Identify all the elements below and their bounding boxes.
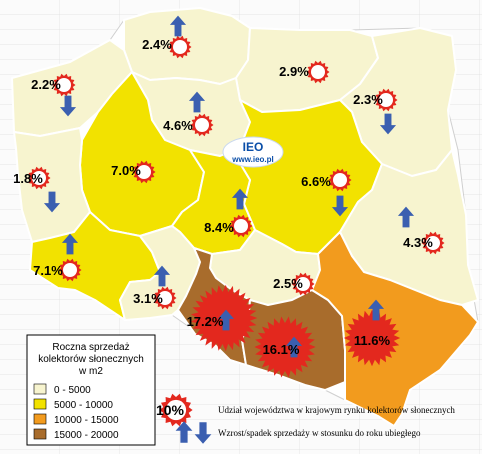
trend-arrow-up-icon-lodzkie [231, 188, 249, 210]
legend-title-line-1: Roczna sprzedaż [52, 342, 129, 353]
share-label-lubelskie: 4.3% [403, 235, 433, 250]
legend-label: 0 - 5000 [54, 385, 91, 396]
legend-label: 15000 - 20000 [54, 430, 119, 441]
legend: Roczna sprzedaż kolektorów słonecznych w… [26, 334, 156, 446]
trend-example-up-arrow [175, 421, 193, 443]
trend-arrow-down-icon-mazowieckie [331, 195, 349, 217]
trend-arrow-down-icon-podlaskie [379, 113, 397, 135]
share-sun-icon-podlaskie [374, 88, 398, 112]
trend-arrow-down-icon-lubuskie [43, 191, 61, 213]
logo-name: IEO [243, 140, 264, 154]
share-sun-icon-lubuskie [27, 166, 51, 190]
region-symbols: 2.4% 2.9% 2.2% 2.3% 4.6% 7.0% 1.8% 6.6% 8.4% 4.3%… [13, 15, 445, 378]
share-label-wielkopolskie: 7.0% [111, 163, 141, 178]
share-label-mazowieckie: 6.6% [301, 174, 331, 189]
share-label-podlaskie: 2.3% [353, 92, 383, 107]
share-example-value: 10% [156, 402, 185, 418]
share-sun-icon-swietokrzyskie [291, 272, 315, 296]
trend-arrow-up-icon-podkarpackie [367, 299, 385, 321]
legend-swatch [33, 398, 47, 410]
trend-arrow-up-icon-opolskie [153, 265, 171, 287]
share-explanation: Udział województwa w krajowym rynku kole… [218, 405, 455, 415]
trend-example-down-arrow [194, 422, 212, 444]
trend-arrow-up-icon-lubelskie [397, 206, 415, 228]
explanations: 10% Udział województwa w krajowym rynku … [156, 393, 455, 444]
voivodeship-regions [11, 7, 479, 427]
share-label-swietokrzyskie: 2.5% [273, 276, 303, 291]
share-sun-icon-malopolskie [254, 316, 316, 378]
logo-url: www.ieo.pl [231, 155, 273, 164]
share-sun-icon-wielkopolskie [132, 160, 156, 184]
share-sun-icon-lubelskie [421, 231, 445, 255]
share-label-malopolskie: 16.1% [263, 342, 300, 357]
trend-arrow-up-icon-slaskie [217, 309, 235, 331]
trend-arrow-up-icon-malopolskie [285, 336, 303, 358]
share-sun-icon-lodzkie [229, 214, 253, 238]
share-label-lubuskie: 1.8% [13, 171, 43, 186]
trend-arrow-up-icon-dolnoslaskie [61, 233, 79, 255]
share-label-pomorskie: 2.4% [142, 37, 172, 52]
trend-example-arrows-icon [175, 421, 212, 444]
share-example-sun [159, 393, 193, 427]
share-label-warminsko-mazurskie: 2.9% [279, 64, 309, 79]
share-sun-icon-opolskie [153, 286, 177, 310]
share-sun-icon-dolnoslaskie [58, 258, 82, 282]
share-sun-icon-podkarpackie [343, 309, 401, 367]
trend-explanation: Wzrost/spadek sprzedaży w stosunku do ro… [218, 428, 421, 438]
share-sun-icon-kujawsko-pomorskie [190, 113, 214, 137]
share-sun-icon-mazowieckie [328, 168, 352, 192]
legend-items: 0 - 5000 5000 - 10000 10000 - 15000 15000 -… [33, 383, 119, 441]
legend-swatch [33, 383, 47, 395]
share-label-dolnoslaskie: 7.1% [33, 263, 63, 278]
share-label-opolskie: 3.1% [133, 291, 163, 306]
share-label-slaskie: 17.2% [187, 314, 224, 329]
trend-arrow-up-icon-pomorskie [169, 15, 187, 37]
legend-title-line-2: kolektorów słonecznych [38, 354, 144, 365]
share-sun-icon-pomorskie [168, 35, 192, 59]
ieo-logo: IEO www.ieo.pl [222, 136, 284, 168]
share-label-kujawsko-pomorskie: 4.6% [163, 118, 193, 133]
legend-label: 10000 - 15000 [54, 415, 119, 426]
share-example-sun-icon [159, 393, 193, 427]
region-podkarpackie [311, 231, 479, 427]
legend-swatch [33, 428, 47, 440]
legend-label: 5000 - 10000 [54, 400, 113, 411]
share-label-podkarpackie: 11.6% [354, 333, 391, 348]
share-label-lodzkie: 8.4% [204, 220, 234, 235]
legend-swatch [33, 413, 47, 425]
share-sun-icon-warminsko-mazurskie [306, 60, 330, 84]
legend-title-line-3: w m2 [78, 366, 103, 377]
share-label-zachodniopomorskie: 2.2% [31, 77, 61, 92]
share-sun-icon-zachodniopomorskie [52, 73, 76, 97]
trend-arrow-down-icon-zachodniopomorskie [59, 95, 77, 117]
trend-arrow-up-icon-kujawsko-pomorskie [188, 91, 206, 113]
